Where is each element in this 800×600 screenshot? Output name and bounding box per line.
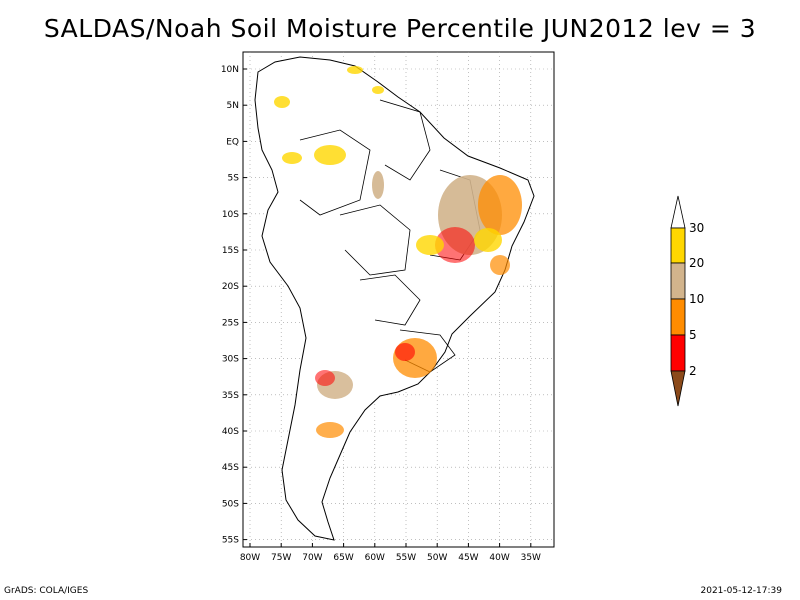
legend-label: 2 xyxy=(689,364,697,378)
lon-tick-label: 55W xyxy=(396,553,416,563)
lat-tick-label: 5S xyxy=(228,174,240,184)
lat-tick-label: 45S xyxy=(222,463,239,473)
legend-labels: 2 5 10 20 30 xyxy=(689,221,704,378)
lon-tick-label: 60W xyxy=(365,553,385,563)
lon-tick-label: 80W xyxy=(240,553,260,563)
lat-tick-label: 20S xyxy=(222,282,239,292)
lon-tick-label: 75W xyxy=(271,553,291,563)
lat-tick-label: 30S xyxy=(222,355,239,365)
legend-label: 30 xyxy=(689,221,704,235)
map-title: SALDAS/Noah Soil Moisture Percentile JUN… xyxy=(43,14,757,43)
legend-label: 5 xyxy=(689,328,697,342)
lat-tick-label: 25S xyxy=(222,318,239,328)
legend-bin-30 xyxy=(670,227,686,264)
lat-tick-labels: 10N 5N EQ 5S 10S 15S 20S 25S 30S 35S 40S 45S 50S 55S xyxy=(221,65,247,546)
lon-tick-label: 40W xyxy=(489,553,509,563)
legend-bin-20 xyxy=(670,262,686,300)
lat-tick-label: 55S xyxy=(222,536,239,546)
legend-bottom-arrow xyxy=(670,370,686,407)
legend-colorbar xyxy=(670,195,686,407)
lon-tick-label: 45W xyxy=(458,553,478,563)
lat-tick-label: 40S xyxy=(222,427,239,437)
lat-tick-label: EQ xyxy=(226,137,239,147)
lat-tick-label: 35S xyxy=(222,391,239,401)
legend-bin-5 xyxy=(670,334,686,372)
lon-tick-label: 50W xyxy=(427,553,447,563)
legend-bin-10 xyxy=(670,298,686,336)
lat-tick-label: 10N xyxy=(221,65,239,75)
lat-tick-label: 10S xyxy=(222,210,239,220)
lon-tick-label: 65W xyxy=(333,553,353,563)
lat-tick-label: 15S xyxy=(222,246,239,256)
lon-tick-label: 70W xyxy=(302,553,322,563)
lat-tick-label: 50S xyxy=(222,499,239,509)
legend-label: 20 xyxy=(689,256,704,270)
lon-tick-labels: 80W 75W 70W 65W 60W 55W 50W 45W 40W 35W xyxy=(240,543,541,563)
lon-tick-label: 35W xyxy=(521,553,541,563)
percentile-patches xyxy=(274,66,522,438)
lat-tick-label: 5N xyxy=(227,101,239,111)
legend-top-arrow xyxy=(670,195,686,229)
country-borders xyxy=(299,99,481,373)
footer-left: GrADS: COLA/IGES xyxy=(4,586,89,596)
footer-right: 2021-05-12-17:39 xyxy=(700,586,783,596)
legend-label: 10 xyxy=(689,292,704,306)
